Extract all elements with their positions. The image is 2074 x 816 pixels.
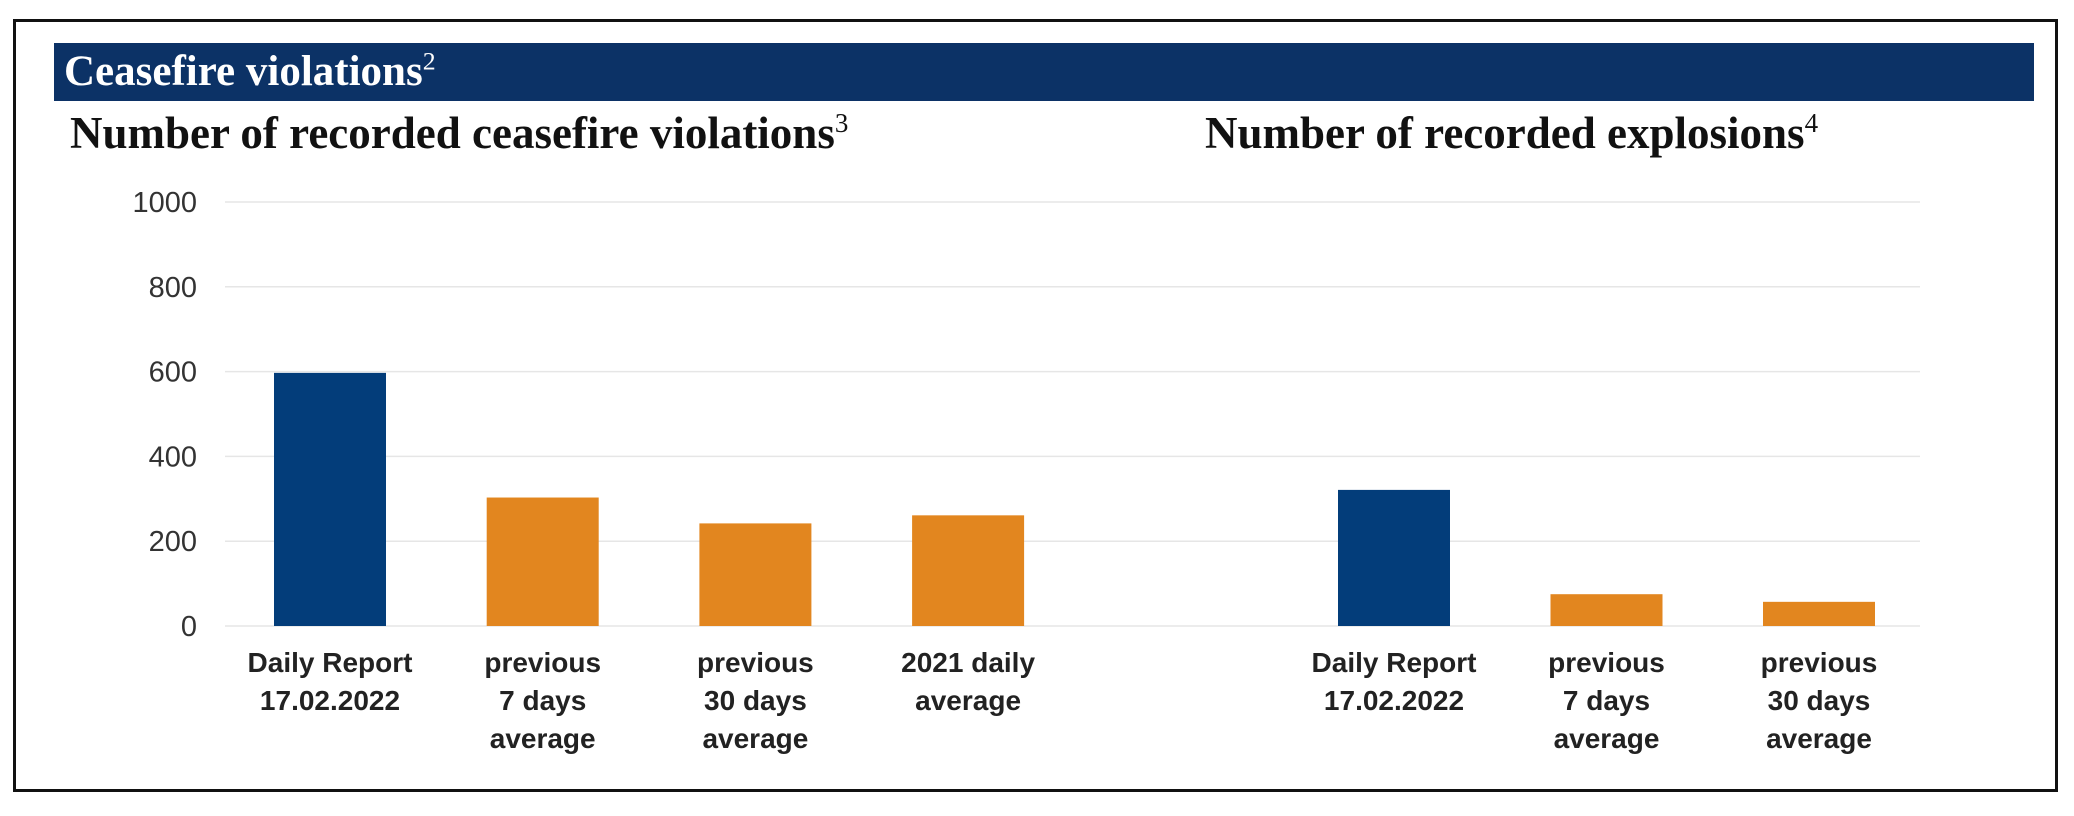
section-banner: Ceasefire violations2 bbox=[54, 43, 2034, 101]
bar bbox=[274, 372, 386, 626]
y-tick-label: 1000 bbox=[132, 187, 197, 219]
y-tick-label: 400 bbox=[149, 441, 197, 473]
bar bbox=[912, 515, 1025, 626]
chart-title-explosions-text: Number of recorded explosions bbox=[1205, 108, 1805, 158]
section-title: Ceasefire violations bbox=[64, 48, 423, 95]
x-category-label: 30 days bbox=[1768, 685, 1871, 716]
y-tick-label: 200 bbox=[149, 526, 197, 558]
x-category-label: previous bbox=[484, 647, 601, 678]
x-category-label: 17.02.2022 bbox=[1324, 685, 1464, 716]
x-category-label: average bbox=[915, 685, 1021, 716]
chart-title-violations-footnote: 3 bbox=[834, 108, 849, 138]
x-category-label: Daily Report bbox=[1312, 647, 1477, 678]
y-tick-label: 0 bbox=[181, 611, 197, 643]
chart-title-explosions-footnote: 4 bbox=[1804, 108, 1819, 138]
x-category-label: 7 days bbox=[1563, 685, 1650, 716]
chart-title-violations-text: Number of recorded ceasefire violations bbox=[70, 108, 835, 158]
bar bbox=[1338, 489, 1450, 626]
x-category-label: average bbox=[702, 723, 808, 754]
y-tick-label: 800 bbox=[149, 272, 197, 304]
section-title-footnote: 2 bbox=[422, 46, 436, 76]
x-category-label: 30 days bbox=[704, 685, 807, 716]
y-tick-label: 600 bbox=[149, 357, 197, 389]
chart-title-violations: Number of recorded ceasefire violations3 bbox=[70, 103, 848, 163]
x-category-label: previous bbox=[697, 647, 814, 678]
chart-title-explosions: Number of recorded explosions4 bbox=[1205, 103, 1818, 163]
bar bbox=[1550, 594, 1663, 626]
x-category-label: 2021 daily bbox=[901, 647, 1035, 678]
x-category-label: 17.02.2022 bbox=[260, 685, 400, 716]
bar bbox=[1763, 601, 1875, 626]
bar bbox=[699, 523, 812, 626]
x-category-label: 7 days bbox=[499, 685, 586, 716]
x-category-label: previous bbox=[1548, 647, 1665, 678]
x-category-label: average bbox=[490, 723, 596, 754]
x-category-label: average bbox=[1766, 723, 1872, 754]
x-category-label: Daily Report bbox=[248, 647, 413, 678]
bar bbox=[486, 497, 599, 626]
x-category-label: previous bbox=[1761, 647, 1878, 678]
x-category-label: average bbox=[1554, 723, 1660, 754]
